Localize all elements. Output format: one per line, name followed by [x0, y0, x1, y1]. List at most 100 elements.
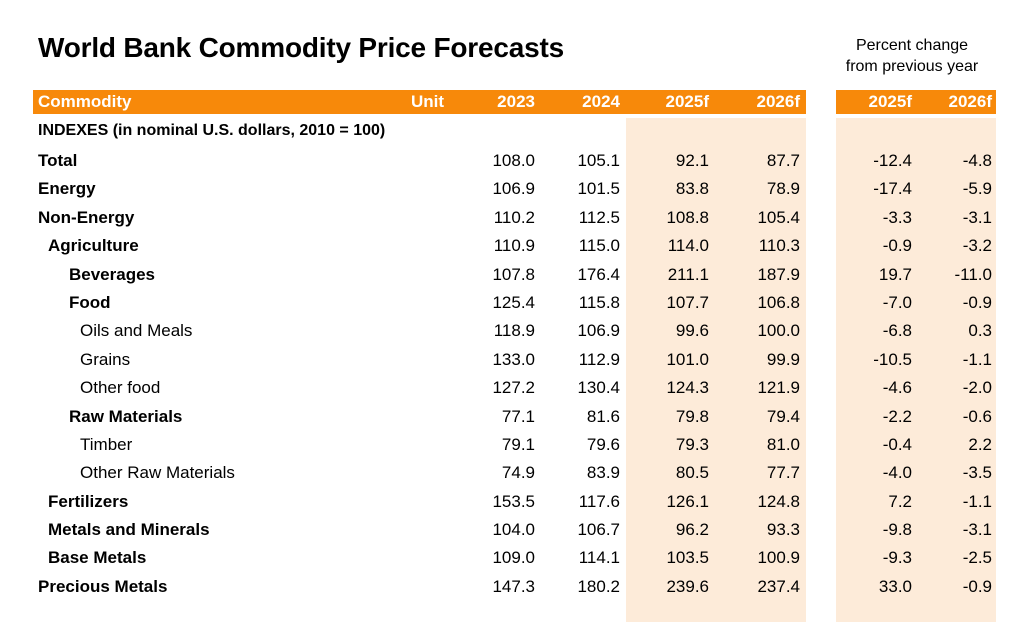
table-row: Food 125.4 115.8 107.7 106.8 -7.0 -0.9 — [0, 290, 1024, 318]
value-2024: 130.4 — [577, 378, 620, 398]
commodity-name: Oils and Meals — [80, 321, 193, 341]
pct-change-2026f: -3.1 — [962, 520, 992, 540]
percent-change-heading-line2: from previous year — [845, 58, 979, 75]
pct-change-2026f: -0.9 — [962, 292, 992, 312]
value-2026f: 100.9 — [757, 548, 800, 568]
value-2026f: 77.7 — [766, 463, 800, 483]
commodity-name: Total — [38, 151, 78, 170]
value-2024: 115.8 — [578, 292, 620, 312]
pct-change-2026f: -1.1 — [962, 349, 992, 369]
pct-change-2026f: -1.1 — [962, 491, 992, 511]
value-2023: 106.9 — [492, 179, 535, 199]
pct-change-2025f: -0.4 — [882, 434, 912, 454]
table-body: Total 108.0 105.1 92.1 87.7 -12.4 -4.8 Energy 10… — [0, 148, 1024, 602]
value-2024: 176.4 — [577, 264, 620, 284]
value-2023: 127.2 — [492, 378, 535, 398]
column-header-2026f: 2026f — [756, 92, 800, 111]
column-header-unit: Unit — [410, 92, 444, 111]
column-header-2025f: 2025f — [665, 92, 709, 111]
value-2026f: 93.3 — [766, 520, 800, 540]
pct-change-2025f: -2.2 — [882, 406, 912, 426]
pct-change-2026f: -2.5 — [962, 548, 992, 568]
column-header-pct-2025f: 2025f — [868, 92, 912, 111]
value-2024: 114.1 — [578, 548, 620, 568]
table-row: Energy 106.9 101.5 83.8 78.9 -17.4 -5.9 — [0, 176, 1024, 204]
value-2026f: 121.9 — [757, 378, 800, 398]
value-2026f: 100.0 — [757, 321, 800, 341]
value-2024: 180.2 — [577, 576, 620, 596]
value-2026f: 78.9 — [766, 179, 800, 199]
pct-change-2026f: -2.0 — [962, 378, 992, 398]
value-2024: 79.6 — [586, 434, 620, 454]
value-2024: 83.9 — [586, 463, 620, 483]
value-2026f: 106.8 — [757, 292, 800, 312]
value-2025f: 107.7 — [666, 292, 709, 312]
pct-change-2026f: -3.1 — [962, 207, 992, 227]
pct-change-2025f: -12.4 — [873, 151, 912, 170]
value-2025f: 92.1 — [675, 151, 709, 170]
pct-change-2026f: -11.0 — [954, 264, 993, 284]
pct-change-2025f: 19.7 — [878, 264, 912, 284]
pct-change-2026f: 2.2 — [968, 434, 992, 454]
value-2023: 125.4 — [492, 292, 535, 312]
value-2025f: 124.3 — [666, 378, 709, 398]
table-row: Oils and Meals 118.9 106.9 99.6 100.0 -6.8 0.3 — [0, 318, 1024, 346]
forecast-columns-shading — [626, 118, 806, 622]
value-2023: 110.2 — [493, 207, 535, 227]
pct-change-2025f: -9.8 — [882, 520, 912, 540]
value-2024: 106.7 — [577, 520, 620, 540]
value-2023: 104.0 — [492, 520, 535, 540]
value-2023: 147.3 — [492, 576, 535, 596]
commodity-name: Base Metals — [48, 548, 147, 568]
commodity-name: Grains — [80, 349, 131, 369]
pct-change-2025f: 7.2 — [888, 491, 912, 511]
commodity-name: Precious Metals — [38, 576, 168, 596]
pct-change-2026f: -3.5 — [962, 463, 992, 483]
table-row: Other food 127.2 130.4 124.3 121.9 -4.6 -2.0 — [0, 375, 1024, 403]
value-2023: 118.9 — [493, 321, 535, 341]
pct-change-2026f: -0.6 — [962, 406, 992, 426]
table-row: Timber 79.1 79.6 79.3 81.0 -0.4 2.2 — [0, 432, 1024, 460]
value-2025f: 211.1 — [667, 264, 709, 284]
value-2023: 77.1 — [501, 406, 535, 426]
column-header-2023: 2023 — [497, 92, 535, 111]
column-header-commodity: Commodity — [38, 92, 132, 111]
value-2025f: 80.5 — [675, 463, 709, 483]
commodity-name: Other food — [80, 378, 161, 398]
pct-change-2025f: -0.9 — [882, 236, 912, 256]
table-row: Precious Metals 147.3 180.2 239.6 237.4 33.0 -… — [0, 574, 1024, 602]
value-2024: 112.5 — [578, 207, 620, 227]
pct-change-2026f: -5.9 — [962, 179, 992, 199]
table-row: Base Metals 109.0 114.1 103.5 100.9 -9.3 -2.5 — [0, 545, 1024, 573]
commodity-name: Other Raw Materials — [80, 463, 235, 483]
value-2025f: 101.0 — [666, 349, 709, 369]
value-2025f: 108.8 — [666, 207, 709, 227]
pct-change-2025f: -10.5 — [873, 349, 912, 369]
value-2026f: 237.4 — [757, 576, 800, 596]
value-2025f: 83.8 — [675, 179, 709, 199]
table-row: Beverages 107.8 176.4 211.1 187.9 19.7 -11.0 — [0, 262, 1024, 290]
pct-change-2025f: -7.0 — [882, 292, 912, 312]
value-2025f: 99.6 — [675, 321, 709, 341]
pct-change-2025f: -4.6 — [882, 378, 912, 398]
pct-change-2025f: -3.3 — [882, 207, 912, 227]
value-2026f: 187.9 — [757, 264, 800, 284]
value-2025f: 114.0 — [667, 236, 709, 256]
table-row: Total 108.0 105.1 92.1 87.7 -12.4 -4.8 — [0, 148, 1024, 176]
commodity-name: Food — [69, 292, 111, 312]
value-2026f: 110.3 — [758, 236, 800, 256]
percent-change-heading: Percent change from previous year — [828, 35, 996, 77]
commodity-name: Timber — [80, 434, 133, 454]
value-2026f: 81.0 — [766, 434, 800, 454]
section-label-indexes: INDEXES (in nominal U.S. dollars, 2010 =… — [38, 122, 386, 139]
percent-change-columns-shading — [836, 118, 996, 622]
value-2024: 117.6 — [578, 491, 620, 511]
value-2025f: 239.6 — [666, 576, 709, 596]
value-2025f: 79.8 — [675, 406, 709, 426]
value-2024: 115.0 — [578, 236, 620, 256]
value-2023: 109.0 — [492, 548, 535, 568]
value-2024: 106.9 — [577, 321, 620, 341]
value-2026f: 79.4 — [766, 406, 800, 426]
value-2024: 105.1 — [577, 151, 620, 170]
commodity-name: Energy — [38, 179, 96, 199]
